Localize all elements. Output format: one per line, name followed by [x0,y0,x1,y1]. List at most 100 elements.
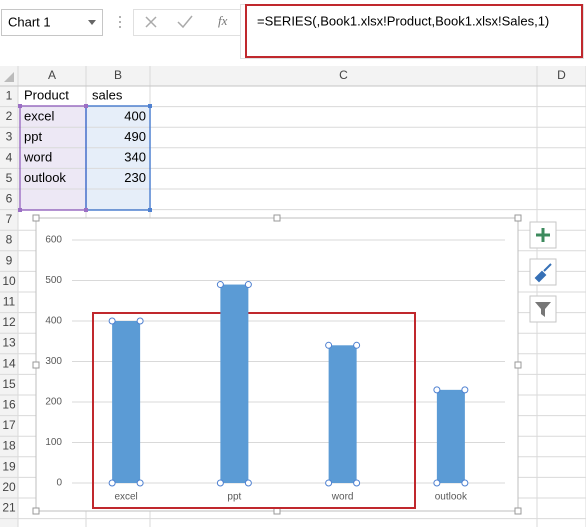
row-header[interactable]: 21 [2,500,16,514]
chart-handle[interactable] [514,507,522,515]
row-header[interactable]: 6 [6,191,13,205]
formula-bar[interactable] [240,4,584,59]
row-header[interactable]: 2 [6,109,13,123]
range-handle [18,104,22,108]
filter-icon [535,302,551,317]
select-all[interactable] [4,72,14,82]
cell[interactable]: excel [24,108,54,123]
row-header[interactable]: 19 [2,459,16,473]
row-header[interactable]: 12 [2,315,16,329]
highlight-box [92,312,416,509]
y-tick-label: 300 [45,356,62,367]
fx-button[interactable]: fx [218,13,228,28]
column-header[interactable]: A [48,68,56,82]
bar-handle [216,281,224,289]
bar-handle [244,281,252,289]
bar-handle [108,317,116,325]
row-header[interactable]: 20 [2,480,16,494]
brush-icon [534,263,552,283]
x-tick-label: ppt [227,492,241,503]
row-header[interactable]: 17 [2,418,16,432]
plus-icon [536,228,550,242]
separator-dots [119,16,121,28]
bar[interactable] [328,345,357,483]
bar-handle [325,341,333,349]
y-tick-label: 500 [45,275,62,286]
row-header[interactable]: 1 [6,88,13,102]
cell[interactable]: 340 [124,150,146,165]
bar[interactable] [112,321,141,483]
name-box[interactable] [1,9,103,36]
cell[interactable]: outlook [24,170,66,185]
row-header[interactable]: 3 [6,130,13,144]
formula-text: =SERIES(,Book1.xlsx!Product,Book1.xlsx!S… [257,13,549,28]
bar-handle [244,479,252,487]
chart-handle[interactable] [32,361,40,369]
x-tick-label: word [331,492,354,503]
bar-handle [108,479,116,487]
bar[interactable] [436,389,465,483]
chart-handle[interactable] [514,361,522,369]
category-range [21,107,85,210]
value-border [85,105,151,211]
highlight-box [245,4,583,58]
y-tick-label: 0 [56,478,62,489]
row-header[interactable]: 10 [2,274,16,288]
chart-handle[interactable] [514,214,522,222]
bar-handle [136,479,144,487]
row-header[interactable]: 4 [6,150,13,164]
range-handle [84,104,88,108]
row-header[interactable]: 11 [3,294,16,308]
chart-handle[interactable] [32,214,40,222]
row-header[interactable]: 16 [2,397,16,411]
value-range [87,107,149,210]
row-header[interactable]: 5 [6,171,13,185]
column-header[interactable]: C [339,68,348,82]
y-tick-label: 200 [45,397,62,408]
cell[interactable]: 400 [124,108,146,123]
row-header[interactable]: 18 [2,439,16,453]
bar-handle [433,386,441,394]
cell[interactable]: 230 [124,170,146,185]
x-tick-label: excel [114,492,137,503]
row-header[interactable]: 7 [6,212,13,226]
cell[interactable]: word [23,150,52,165]
cell[interactable]: sales [92,88,123,103]
row-header[interactable]: 15 [2,377,16,391]
range-handle [18,208,22,212]
bar-handle [461,479,469,487]
range-handle [148,104,152,108]
bar[interactable] [220,284,249,483]
row-header[interactable]: 14 [2,356,16,370]
bar-handle [216,479,224,487]
cell[interactable]: ppt [24,129,42,144]
bar-handle [136,317,144,325]
enter-button[interactable] [177,15,193,29]
row-header[interactable]: 9 [6,253,13,267]
cell[interactable]: 490 [124,129,146,144]
range-handle [148,208,152,212]
x-tick-label: outlook [435,492,468,503]
cancel-button[interactable] [145,16,157,28]
row-header[interactable]: 13 [2,336,16,350]
column-header[interactable]: D [557,68,566,82]
dropdown-arrow[interactable] [88,20,96,25]
bar-handle [461,386,469,394]
chart-handle[interactable] [32,507,40,515]
y-tick-label: 600 [45,235,62,246]
y-tick-label: 400 [45,316,62,327]
range-handle [84,208,88,212]
chart-handle[interactable] [273,214,281,222]
row-header[interactable]: 8 [6,233,13,247]
cell[interactable]: Product [24,88,69,103]
column-header[interactable]: B [114,68,122,82]
bar-handle [433,479,441,487]
name-box-text: Chart 1 [8,14,51,29]
column-header-bar [0,66,586,86]
y-tick-label: 100 [45,437,62,448]
bar-handle [353,341,361,349]
row-header-bar [0,86,18,527]
bar-handle [325,479,333,487]
bar-handle [353,479,361,487]
